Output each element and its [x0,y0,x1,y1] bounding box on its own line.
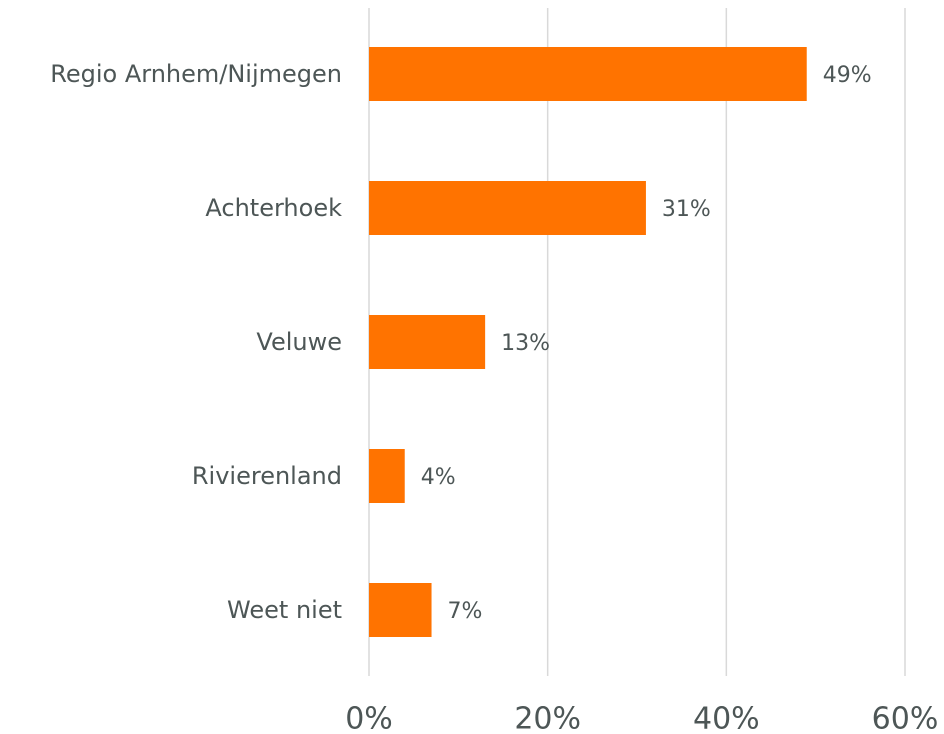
x-tick-label: 60% [872,702,939,734]
y-tick-label: Rivierenland [192,462,342,490]
data-label: 31% [662,197,711,222]
x-tick-label: 0% [345,702,393,734]
bar [369,449,405,503]
data-label: 49% [823,63,872,88]
y-tick-label: Veluwe [256,328,342,356]
y-tick-label: Achterhoek [205,194,342,222]
data-label: 4% [421,465,456,490]
bar [369,47,807,101]
bar [369,181,646,235]
data-label: 7% [448,599,483,624]
y-tick-label: Weet niet [227,596,342,624]
bar [369,315,486,369]
y-tick-label: Regio Arnhem/Nijmegen [50,60,342,88]
data-label: 13% [501,331,550,356]
bar [369,583,432,637]
x-tick-label: 40% [693,702,760,734]
x-tick-label: 20% [514,702,581,734]
